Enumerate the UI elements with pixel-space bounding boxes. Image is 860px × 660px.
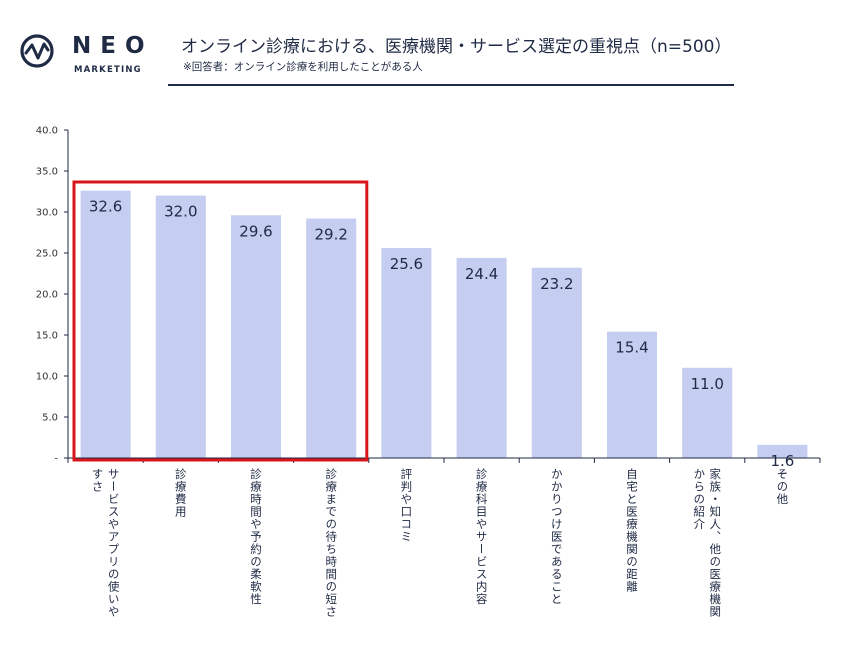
- page-title: オンライン診療における、医療機関・サービス選定の重視点（n=500）: [181, 37, 732, 57]
- bar: [155, 195, 206, 458]
- data-label: 11.0: [690, 375, 723, 393]
- y-tick-label: 15.0: [36, 331, 58, 342]
- x-tick-label: かかりつけ医であること: [549, 468, 564, 606]
- data-label: 15.4: [615, 339, 648, 357]
- data-label: 23.2: [540, 275, 573, 293]
- bar: [231, 215, 281, 458]
- page-subtitle: ※回答者：オンライン診療を利用したことがある人: [183, 61, 423, 73]
- logo-subtext: MARKETING: [74, 65, 142, 75]
- bar: [607, 331, 657, 458]
- logo-wordmark: NEO: [72, 33, 154, 59]
- bar: [306, 218, 357, 458]
- data-label: 32.6: [89, 198, 122, 216]
- x-tick-label: 評判や口コミ: [399, 468, 414, 543]
- bar: [456, 257, 507, 458]
- data-label: 24.4: [465, 265, 498, 283]
- data-label: 32.0: [164, 203, 197, 221]
- data-label: 25.6: [390, 255, 423, 273]
- y-tick-label: 10.0: [36, 372, 58, 383]
- x-tick-label: その他: [775, 468, 790, 506]
- x-tick-label: 診療費用: [173, 468, 188, 518]
- highlight-box: [72, 180, 369, 462]
- x-tick-label: 自宅と医療機関の距離: [625, 468, 639, 593]
- bar: [80, 190, 131, 458]
- bar: [381, 248, 432, 458]
- title-divider: [168, 84, 734, 86]
- x-tick-label: 診療科目やサービス内容: [474, 468, 489, 606]
- x-tick-label: 診療時間や予約の柔軟性: [249, 468, 263, 606]
- bar: [682, 367, 733, 458]
- y-tick-label: 35.0: [36, 167, 58, 178]
- y-tick-label: 25.0: [36, 249, 58, 260]
- bar: [757, 444, 808, 458]
- y-tick-label: 20.0: [36, 290, 58, 301]
- y-tick-label: 40.0: [36, 126, 58, 137]
- bar: [531, 267, 582, 458]
- y-tick-label: 5.0: [42, 413, 58, 424]
- data-label: 1.6: [770, 452, 794, 470]
- y-tick-label: 30.0: [36, 208, 58, 219]
- x-tick-label: サービスやアプリの使いや すさ: [90, 468, 121, 618]
- x-tick-label: 診療までの待ち時間の短さ: [324, 468, 339, 618]
- y-tick-label: -: [54, 454, 58, 465]
- data-label: 29.2: [314, 226, 347, 244]
- x-tick-label: 家族・知人、他の医療機関 からの紹介: [692, 468, 723, 618]
- logo-icon: [20, 34, 54, 68]
- data-label: 29.6: [239, 222, 272, 240]
